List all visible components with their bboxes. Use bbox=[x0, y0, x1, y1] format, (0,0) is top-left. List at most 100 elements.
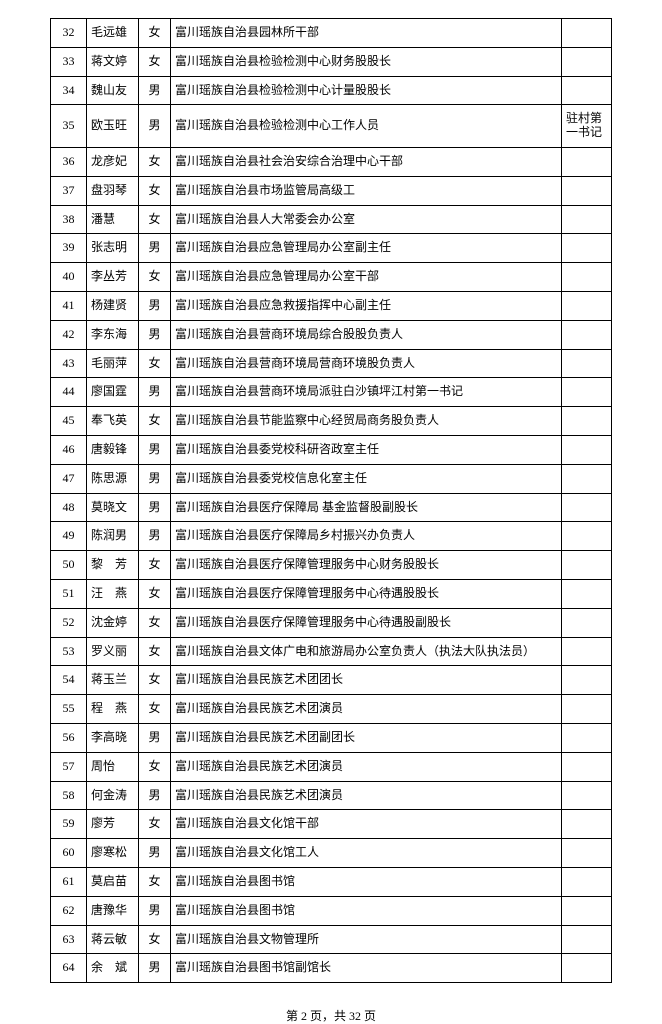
cell-name: 龙彦妃 bbox=[87, 147, 139, 176]
table-row: 63蒋云敏女富川瑶族自治县文物管理所 bbox=[51, 925, 612, 954]
cell-sex: 男 bbox=[139, 320, 171, 349]
cell-position: 富川瑶族自治县委党校科研咨政室主任 bbox=[171, 435, 562, 464]
cell-position: 富川瑶族自治县应急救援指挥中心副主任 bbox=[171, 291, 562, 320]
cell-note bbox=[562, 551, 612, 580]
cell-sex: 男 bbox=[139, 378, 171, 407]
cell-name: 毛远雄 bbox=[87, 19, 139, 48]
cell-num: 55 bbox=[51, 695, 87, 724]
cell-num: 38 bbox=[51, 205, 87, 234]
cell-name: 盘羽琴 bbox=[87, 176, 139, 205]
cell-position: 富川瑶族自治县应急管理局办公室干部 bbox=[171, 263, 562, 292]
cell-position: 富川瑶族自治县检验检测中心财务股股长 bbox=[171, 47, 562, 76]
cell-num: 33 bbox=[51, 47, 87, 76]
cell-num: 50 bbox=[51, 551, 87, 580]
cell-position: 富川瑶族自治县人大常委会办公室 bbox=[171, 205, 562, 234]
cell-num: 45 bbox=[51, 407, 87, 436]
table-row: 64余 斌男富川瑶族自治县图书馆副馆长 bbox=[51, 954, 612, 983]
cell-position: 富川瑶族自治县医疗保障局 基金监督股副股长 bbox=[171, 493, 562, 522]
cell-position: 富川瑶族自治县检验检测中心计量股股长 bbox=[171, 76, 562, 105]
cell-num: 41 bbox=[51, 291, 87, 320]
cell-position: 富川瑶族自治县图书馆 bbox=[171, 867, 562, 896]
cell-note bbox=[562, 781, 612, 810]
cell-sex: 男 bbox=[139, 954, 171, 983]
cell-position: 富川瑶族自治县委党校信息化室主任 bbox=[171, 464, 562, 493]
cell-position: 富川瑶族自治县文化馆干部 bbox=[171, 810, 562, 839]
table-row: 47陈思源男富川瑶族自治县委党校信息化室主任 bbox=[51, 464, 612, 493]
table-row: 41杨建贤男富川瑶族自治县应急救援指挥中心副主任 bbox=[51, 291, 612, 320]
cell-name: 莫晓文 bbox=[87, 493, 139, 522]
cell-sex: 男 bbox=[139, 105, 171, 148]
table-row: 40李丛芳女富川瑶族自治县应急管理局办公室干部 bbox=[51, 263, 612, 292]
cell-num: 44 bbox=[51, 378, 87, 407]
table-row: 34魏山友男富川瑶族自治县检验检测中心计量股股长 bbox=[51, 76, 612, 105]
table-row: 48莫晓文男富川瑶族自治县医疗保障局 基金监督股副股长 bbox=[51, 493, 612, 522]
cell-sex: 女 bbox=[139, 695, 171, 724]
cell-note bbox=[562, 76, 612, 105]
table-row: 36龙彦妃女富川瑶族自治县社会治安综合治理中心干部 bbox=[51, 147, 612, 176]
cell-num: 40 bbox=[51, 263, 87, 292]
cell-name: 廖国霆 bbox=[87, 378, 139, 407]
cell-sex: 女 bbox=[139, 551, 171, 580]
cell-name: 唐毅锋 bbox=[87, 435, 139, 464]
cell-name: 欧玉旺 bbox=[87, 105, 139, 148]
cell-sex: 女 bbox=[139, 867, 171, 896]
cell-position: 富川瑶族自治县社会治安综合治理中心干部 bbox=[171, 147, 562, 176]
cell-position: 富川瑶族自治县图书馆 bbox=[171, 896, 562, 925]
cell-sex: 女 bbox=[139, 579, 171, 608]
cell-position: 富川瑶族自治县检验检测中心工作人员 bbox=[171, 105, 562, 148]
cell-name: 程 燕 bbox=[87, 695, 139, 724]
cell-note bbox=[562, 493, 612, 522]
cell-num: 51 bbox=[51, 579, 87, 608]
cell-name: 陈润男 bbox=[87, 522, 139, 551]
cell-num: 48 bbox=[51, 493, 87, 522]
cell-note bbox=[562, 723, 612, 752]
cell-sex: 女 bbox=[139, 176, 171, 205]
cell-sex: 女 bbox=[139, 349, 171, 378]
cell-name: 蒋玉兰 bbox=[87, 666, 139, 695]
table-row: 50黎 芳女富川瑶族自治县医疗保障管理服务中心财务股股长 bbox=[51, 551, 612, 580]
cell-num: 42 bbox=[51, 320, 87, 349]
table-row: 46唐毅锋男富川瑶族自治县委党校科研咨政室主任 bbox=[51, 435, 612, 464]
table-row: 54蒋玉兰女富川瑶族自治县民族艺术团团长 bbox=[51, 666, 612, 695]
cell-note bbox=[562, 378, 612, 407]
cell-sex: 男 bbox=[139, 781, 171, 810]
table-row: 61莫启苗女富川瑶族自治县图书馆 bbox=[51, 867, 612, 896]
table-row: 33蒋文婷女富川瑶族自治县检验检测中心财务股股长 bbox=[51, 47, 612, 76]
cell-note bbox=[562, 608, 612, 637]
cell-note bbox=[562, 695, 612, 724]
cell-note bbox=[562, 954, 612, 983]
cell-position: 富川瑶族自治县营商环境局综合股股负责人 bbox=[171, 320, 562, 349]
cell-name: 余 斌 bbox=[87, 954, 139, 983]
cell-sex: 女 bbox=[139, 263, 171, 292]
cell-position: 富川瑶族自治县市场监管局高级工 bbox=[171, 176, 562, 205]
cell-name: 莫启苗 bbox=[87, 867, 139, 896]
cell-name: 毛丽萍 bbox=[87, 349, 139, 378]
cell-sex: 女 bbox=[139, 925, 171, 954]
cell-sex: 男 bbox=[139, 234, 171, 263]
table-row: 56李高晓男富川瑶族自治县民族艺术团副团长 bbox=[51, 723, 612, 752]
cell-num: 60 bbox=[51, 839, 87, 868]
cell-position: 富川瑶族自治县民族艺术团演员 bbox=[171, 695, 562, 724]
cell-num: 49 bbox=[51, 522, 87, 551]
table-row: 52沈金婷女富川瑶族自治县医疗保障管理服务中心待遇股副股长 bbox=[51, 608, 612, 637]
cell-num: 61 bbox=[51, 867, 87, 896]
cell-num: 54 bbox=[51, 666, 87, 695]
cell-note bbox=[562, 19, 612, 48]
table-row: 38潘慧女富川瑶族自治县人大常委会办公室 bbox=[51, 205, 612, 234]
cell-name: 陈思源 bbox=[87, 464, 139, 493]
cell-note bbox=[562, 579, 612, 608]
cell-num: 57 bbox=[51, 752, 87, 781]
cell-sex: 女 bbox=[139, 147, 171, 176]
cell-position: 富川瑶族自治县民族艺术团演员 bbox=[171, 752, 562, 781]
cell-position: 富川瑶族自治县文物管理所 bbox=[171, 925, 562, 954]
cell-num: 58 bbox=[51, 781, 87, 810]
cell-name: 蒋文婷 bbox=[87, 47, 139, 76]
cell-num: 52 bbox=[51, 608, 87, 637]
cell-sex: 女 bbox=[139, 47, 171, 76]
cell-name: 李高晓 bbox=[87, 723, 139, 752]
cell-note bbox=[562, 349, 612, 378]
cell-note bbox=[562, 234, 612, 263]
cell-sex: 男 bbox=[139, 839, 171, 868]
cell-sex: 男 bbox=[139, 493, 171, 522]
cell-num: 64 bbox=[51, 954, 87, 983]
